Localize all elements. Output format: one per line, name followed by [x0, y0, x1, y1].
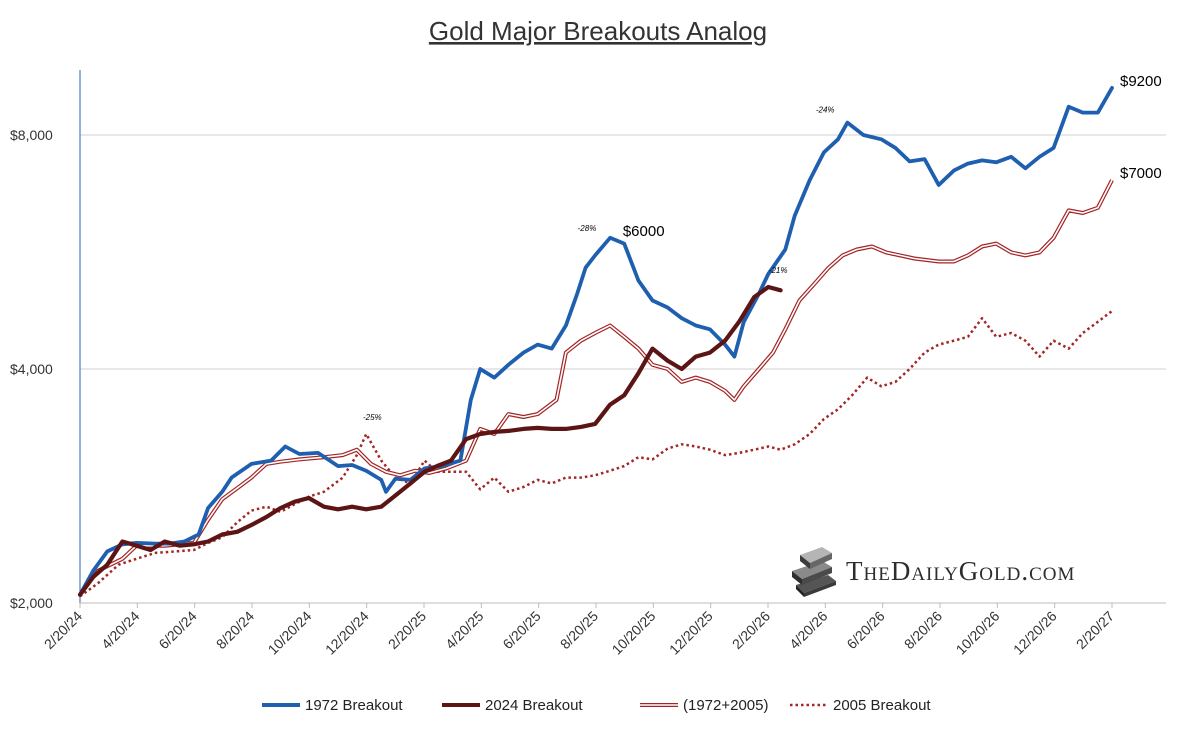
x-tick-label: 12/20/25: [666, 608, 716, 658]
x-tick-label: 10/20/25: [609, 608, 659, 658]
x-tick-label: 6/20/25: [499, 608, 543, 652]
legend-item: 1972 Breakout: [262, 697, 403, 714]
watermark-text: TheDailyGold.com: [846, 556, 1075, 586]
x-tick-label: 4/20/25: [442, 608, 486, 652]
x-tick-label: 12/20/26: [1010, 608, 1060, 658]
x-tick-label: 10/20/26: [953, 608, 1003, 658]
y-tick-label: $8,000: [10, 127, 53, 143]
series-2024-breakout: [77, 284, 783, 597]
annotation: -21%: [769, 266, 788, 275]
series-2005-breakout: [79, 310, 1113, 598]
y-tick-label: $4,000: [10, 361, 53, 377]
annotation: -28%: [578, 224, 597, 233]
x-tick-label: 8/20/24: [213, 608, 257, 652]
series-line: [78, 86, 1114, 597]
legend: 1972 Breakout 2024 Breakout (1972+2005) 200…: [262, 697, 931, 714]
annotation: $9200: [1120, 73, 1162, 90]
series-1972-breakout: [78, 86, 1114, 597]
watermark: TheDailyGold.com: [792, 547, 1075, 597]
series-1972-2005: [78, 179, 1114, 596]
annotation-layer: $9200 $7000 $6000 -28% -24% -21% -25%: [363, 73, 1162, 422]
x-tick-label: 6/20/26: [843, 608, 887, 652]
annotation: $6000: [623, 223, 665, 240]
annotation: $7000: [1120, 165, 1162, 182]
x-tick-label: 10/20/24: [265, 608, 315, 658]
series-line: [79, 310, 1113, 598]
x-tick-label: 4/20/24: [98, 608, 142, 652]
series-line-inner: [79, 179, 1113, 596]
legend-label: 2005 Breakout: [833, 697, 931, 714]
chart-title: Gold Major Breakouts Analog: [429, 16, 767, 46]
x-tick-label: 2/20/26: [729, 608, 773, 652]
x-tick-label: 4/20/26: [786, 608, 830, 652]
gold-bars-logo-icon: [792, 547, 836, 597]
x-tick-label: 8/20/25: [557, 608, 601, 652]
x-tick-label: 2/20/24: [41, 608, 85, 652]
x-tick-label: 12/20/24: [322, 608, 372, 658]
legend-label: 1972 Breakout: [305, 697, 403, 714]
legend-label: (1972+2005): [683, 697, 769, 714]
legend-label: 2024 Breakout: [485, 697, 583, 714]
legend-item: (1972+2005): [640, 697, 769, 714]
legend-item: 2005 Breakout: [790, 697, 931, 714]
series-layer: [77, 86, 1114, 598]
x-tick-label: 2/20/25: [385, 608, 429, 652]
grid-layer: [80, 134, 1166, 604]
x-tick-label: 8/20/26: [901, 608, 945, 652]
legend-item: 2024 Breakout: [442, 697, 583, 714]
x-tick-label: 6/20/24: [155, 608, 199, 652]
series-line: [77, 284, 783, 597]
y-tick-label: $2,000: [10, 595, 53, 611]
annotation: -24%: [816, 106, 835, 115]
x-tick-label: 2/20/27: [1073, 608, 1117, 652]
annotation: -25%: [363, 413, 382, 422]
